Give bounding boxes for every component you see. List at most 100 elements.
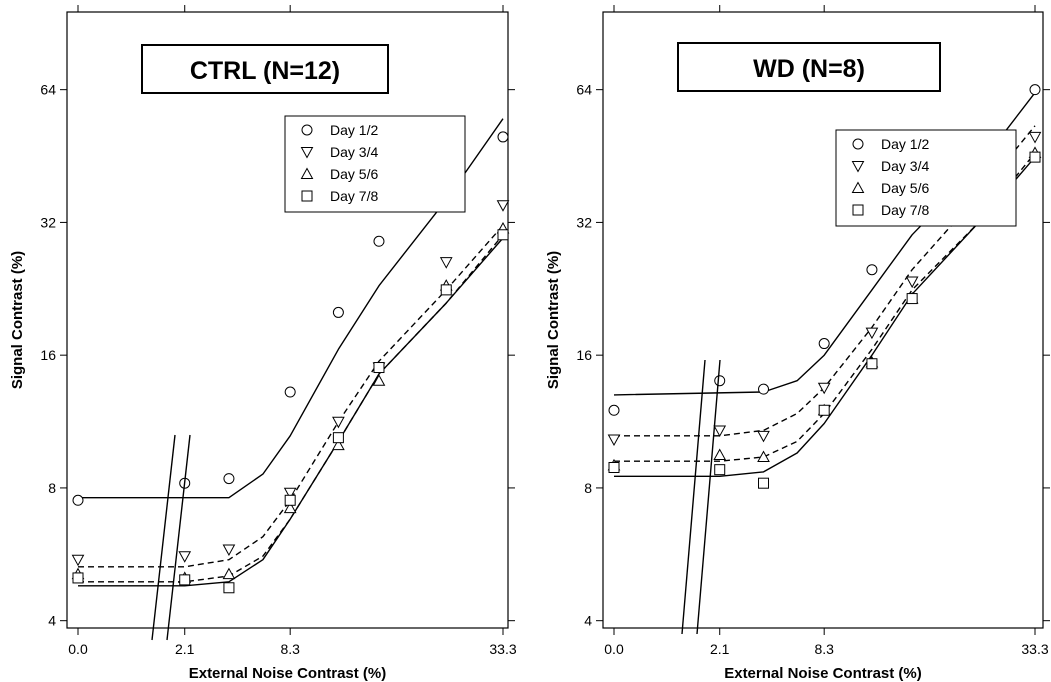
- data-point-3: [223, 582, 235, 594]
- legend-box: [284, 115, 466, 213]
- y-tick-label: 64: [40, 82, 56, 98]
- y-tick-label: 4: [48, 613, 56, 629]
- data-point-3: [714, 464, 726, 476]
- data-point-3: [373, 362, 385, 374]
- data-point-1: [607, 434, 621, 447]
- y-tick-label: 8: [48, 480, 56, 496]
- x-axis-title: External Noise Contrast (%): [189, 665, 387, 682]
- x-tick-label: 8.3: [814, 641, 834, 657]
- title-box: [677, 42, 941, 92]
- data-point-1: [178, 551, 192, 563]
- x-tick-label: 33.3: [489, 641, 516, 657]
- legend-label: Day 3/4: [330, 144, 378, 160]
- legend-label: Day 1/2: [330, 122, 378, 138]
- y-tick-label: 8: [584, 480, 592, 496]
- data-point-1: [905, 276, 919, 289]
- data-point-1: [713, 425, 727, 437]
- fit-line-0: [78, 118, 504, 499]
- data-point-3: [440, 284, 452, 296]
- legend-label: Day 7/8: [330, 188, 378, 204]
- data-point-2: [222, 567, 236, 580]
- panel-wd: 4 8 16 32 64 0.0 2.1 8.3 33.3 External Noise Cont…: [545, 5, 1050, 682]
- legend-marker: [851, 181, 865, 193]
- data-point-3: [818, 404, 830, 416]
- fit-line-3: [78, 237, 504, 587]
- x-axis-title: External Noise Contrast (%): [724, 665, 922, 682]
- legend-marker: [300, 167, 314, 179]
- data-point-0: [497, 131, 509, 143]
- x-tick-label: 0.0: [604, 641, 624, 657]
- data-point-0: [866, 264, 878, 276]
- data-point-0: [72, 494, 84, 506]
- data-point-3: [608, 462, 620, 474]
- legend-marker: [851, 161, 865, 173]
- data-point-3: [332, 432, 344, 444]
- data-point-1: [222, 544, 236, 557]
- data-point-0: [332, 306, 344, 318]
- data-point-2: [283, 501, 297, 514]
- data-point-2: [713, 448, 727, 461]
- data-point-0: [223, 473, 235, 485]
- data-point-0: [608, 404, 620, 416]
- data-point-3: [497, 229, 509, 241]
- chart-title: WD (N=8): [753, 55, 865, 83]
- data-point-1: [496, 200, 510, 212]
- data-point-0: [758, 383, 770, 395]
- legend-box: [835, 129, 1017, 227]
- legend-marker: [300, 147, 314, 159]
- title-box: [141, 44, 389, 94]
- panel-ctrl: 4 8 16 32 64 0.0 2.1 8.3 33.3 External Noise Cont…: [9, 5, 517, 682]
- legend-marker: [852, 204, 864, 216]
- axis-break-line: [696, 359, 721, 635]
- data-point-1: [332, 416, 345, 429]
- data-point-0: [373, 235, 385, 247]
- legend-marker: [301, 124, 313, 136]
- data-point-3: [72, 572, 84, 584]
- legend-label: Day 5/6: [330, 166, 378, 182]
- legend-label: Day 5/6: [881, 180, 929, 196]
- data-point-3: [1029, 151, 1041, 163]
- y-tick-label: 64: [576, 82, 592, 98]
- fit-line-1: [78, 224, 504, 568]
- y-tick-label: 32: [40, 214, 56, 230]
- data-point-1: [439, 257, 453, 269]
- data-point-3: [284, 494, 296, 506]
- y-axis-title: Signal Contrast (%): [9, 251, 26, 389]
- axis-break-line: [166, 434, 191, 641]
- y-axis-title: Signal Contrast (%): [545, 251, 562, 389]
- axis-break-line: [681, 359, 706, 635]
- axis-break-line: [151, 434, 176, 641]
- y-tick-label: 16: [576, 347, 592, 363]
- data-point-0: [818, 338, 830, 350]
- data-point-1: [1028, 131, 1042, 144]
- data-point-1: [757, 430, 770, 443]
- y-tick-label: 4: [584, 613, 592, 629]
- data-point-2: [372, 374, 386, 386]
- y-tick-label: 16: [40, 347, 56, 363]
- chart-title: CTRL (N=12): [190, 57, 340, 85]
- x-tick-label: 8.3: [280, 641, 300, 657]
- legend-marker: [301, 190, 313, 202]
- data-point-3: [758, 477, 770, 489]
- legend-label: Day 3/4: [881, 158, 929, 174]
- x-tick-label: 2.1: [710, 641, 730, 657]
- x-tick-label: 33.3: [1021, 641, 1048, 657]
- data-point-1: [71, 554, 85, 567]
- data-point-0: [1029, 84, 1041, 96]
- plot-frame: [602, 11, 1044, 629]
- data-point-0: [714, 375, 726, 387]
- legend-label: Day 7/8: [881, 202, 929, 218]
- data-point-2: [332, 438, 345, 451]
- fit-line-3: [614, 156, 1036, 477]
- x-tick-label: 0.0: [68, 641, 88, 657]
- legend-label: Day 1/2: [881, 136, 929, 152]
- data-point-1: [865, 327, 879, 340]
- y-tick-label: 32: [576, 214, 592, 230]
- data-point-1: [817, 382, 831, 395]
- data-point-1: [283, 487, 297, 500]
- x-tick-label: 2.1: [175, 641, 195, 657]
- data-point-2: [757, 450, 770, 463]
- data-point-3: [866, 358, 878, 370]
- fit-line-2: [78, 234, 504, 583]
